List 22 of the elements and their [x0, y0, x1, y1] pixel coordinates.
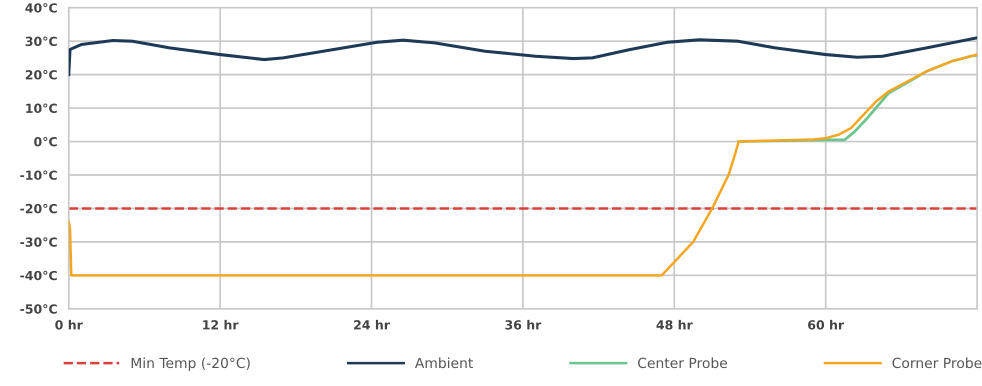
y-tick-label: 0°C — [34, 136, 57, 146]
x-tick-label: 12 hr — [203, 320, 238, 330]
x-tick-label: 36 hr — [505, 320, 542, 330]
legend-label: Min Temp (-20°C) — [132, 357, 250, 371]
y-tick-label: -20°C — [20, 204, 57, 214]
y-tick-label: -50°C — [20, 304, 57, 314]
line-series — [68, 36, 978, 76]
y-tick-label: 30°C — [26, 36, 57, 46]
x-tick-label: 0 hr — [55, 320, 83, 330]
legend-label: Ambient — [414, 357, 474, 368]
x-tick-label: 60 hr — [808, 320, 844, 330]
x-tick-label: 24 hr — [354, 320, 390, 330]
legend-label: Center Probe — [638, 357, 728, 368]
y-tick-label: -10°C — [20, 170, 57, 180]
legend-label: Corner Probe — [892, 357, 982, 368]
y-tick-label: 20°C — [26, 70, 57, 80]
x-tick-label: 48 hr — [656, 320, 693, 330]
y-tick-label: -30°C — [20, 237, 57, 247]
y-tick-label: 40°C — [25, 3, 57, 13]
y-tick-label: -40°C — [20, 270, 57, 280]
y-tick-label: 10°C — [26, 103, 57, 114]
line-series — [68, 53, 978, 277]
